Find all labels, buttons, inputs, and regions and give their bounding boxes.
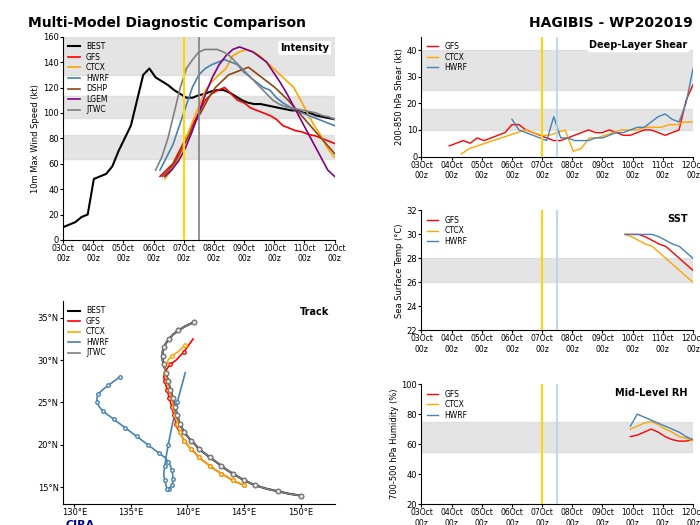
Text: Multi-Model Diagnostic Comparison: Multi-Model Diagnostic Comparison (28, 16, 306, 30)
Text: Track: Track (300, 307, 329, 317)
Legend: GFS, CTCX, HWRF: GFS, CTCX, HWRF (424, 39, 470, 75)
Legend: GFS, CTCX, HWRF: GFS, CTCX, HWRF (424, 386, 470, 423)
Text: Deep-Layer Shear: Deep-Layer Shear (589, 40, 687, 50)
Text: HAGIBIS - WP202019: HAGIBIS - WP202019 (529, 16, 693, 30)
Bar (63, 134, 335, 159)
Text: Intensity: Intensity (280, 43, 329, 53)
Bar (63, 37, 335, 75)
Bar (421, 258, 693, 282)
Bar (421, 422, 693, 452)
Y-axis label: 700-500 hPa Humidity (%): 700-500 hPa Humidity (%) (390, 389, 399, 499)
Text: CIRA: CIRA (66, 520, 95, 525)
Legend: BEST, GFS, CTCX, HWRF, JTWC: BEST, GFS, CTCX, HWRF, JTWC (65, 303, 112, 360)
Text: Mid-Level RH: Mid-Level RH (615, 388, 687, 398)
Legend: GFS, CTCX, HWRF: GFS, CTCX, HWRF (424, 213, 470, 249)
Bar (421, 109, 693, 130)
Text: SST: SST (667, 214, 687, 224)
Y-axis label: Sea Surface Temp (°C): Sea Surface Temp (°C) (395, 223, 404, 318)
Bar (421, 50, 693, 90)
Bar (63, 97, 335, 118)
Y-axis label: 10m Max Wind Speed (kt): 10m Max Wind Speed (kt) (32, 84, 40, 193)
Y-axis label: 200-850 hPa Shear (kt): 200-850 hPa Shear (kt) (395, 48, 404, 145)
Legend: BEST, GFS, CTCX, HWRF, DSHP, LGEM, JTWC: BEST, GFS, CTCX, HWRF, DSHP, LGEM, JTWC (65, 39, 112, 117)
